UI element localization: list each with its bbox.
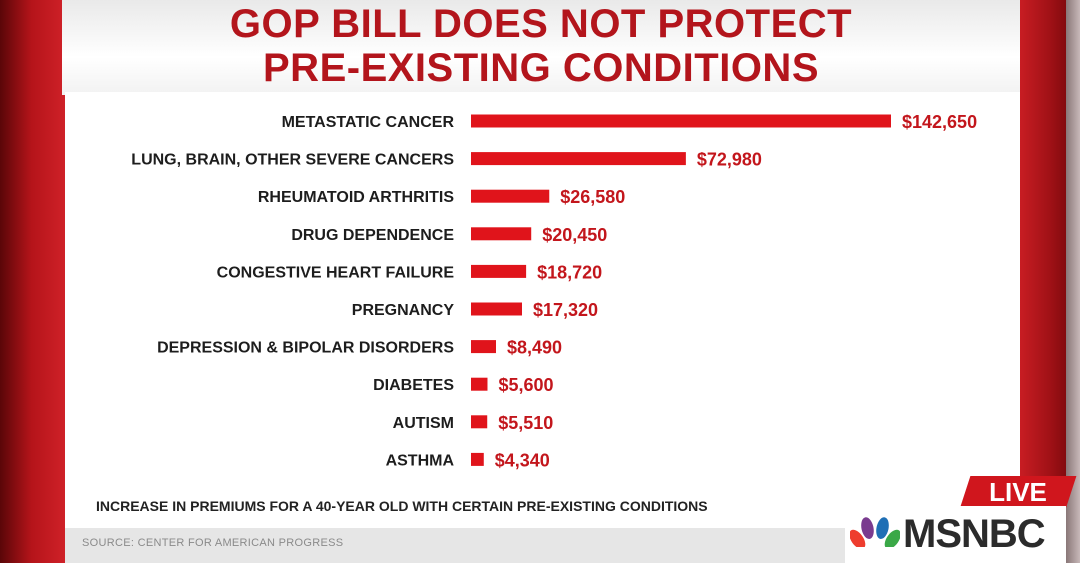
bar: [471, 377, 488, 391]
value-label: $5,510: [498, 413, 553, 433]
bar: [471, 415, 488, 429]
title-band: [62, 0, 1020, 95]
value-label: $18,720: [537, 262, 602, 282]
bar: [471, 152, 686, 166]
background-left: [0, 0, 70, 563]
value-label: $17,320: [533, 300, 598, 320]
category-label: AUTISM: [393, 415, 454, 432]
network-logo-text: MSNBC: [903, 512, 1046, 556]
peacock-icon: [850, 517, 900, 551]
category-label: DEPRESSION & BIPOLAR DISORDERS: [157, 340, 454, 357]
source-note: SOURCE: CENTER FOR AMERICAN PROGRESS: [82, 537, 344, 549]
category-label: METASTATIC CANCER: [282, 114, 455, 131]
bar: [471, 189, 550, 203]
category-label: DIABETES: [373, 377, 454, 394]
background-edge: [1066, 0, 1080, 563]
value-label: $26,580: [560, 187, 625, 207]
category-label: PREGNANCY: [352, 302, 455, 319]
value-label: $4,340: [495, 450, 550, 470]
category-label: DRUG DEPENDENCE: [291, 227, 454, 244]
category-label: ASTHMA: [386, 452, 455, 469]
chart-title-line1: GOP BILL DOES NOT PROTECT: [229, 2, 853, 46]
bar: [471, 452, 484, 466]
live-label: LIVE: [989, 477, 1047, 507]
category-label: LUNG, BRAIN, OTHER SEVERE CANCERS: [131, 152, 454, 169]
value-label: $5,600: [498, 375, 553, 395]
category-label: CONGESTIVE HEART FAILURE: [217, 264, 455, 281]
bar: [471, 114, 891, 128]
chart-title-line2: PRE-EXISTING CONDITIONS: [263, 46, 819, 90]
value-label: $20,450: [542, 225, 607, 245]
bar: [471, 340, 496, 354]
bar: [471, 302, 522, 316]
chart-subtitle: INCREASE IN PREMIUMS FOR A 40-YEAR OLD W…: [96, 498, 708, 514]
value-label: $72,980: [697, 150, 762, 170]
category-label: RHEUMATOID ARTHRITIS: [258, 189, 454, 206]
value-label: $142,650: [902, 112, 977, 132]
chart-title: GOP BILL DOES NOT PROTECT PRE-EXISTING C…: [62, 2, 1020, 90]
source-band: [65, 528, 855, 563]
bar: [471, 227, 532, 241]
value-label: $8,490: [507, 338, 562, 358]
bar: [471, 264, 527, 278]
